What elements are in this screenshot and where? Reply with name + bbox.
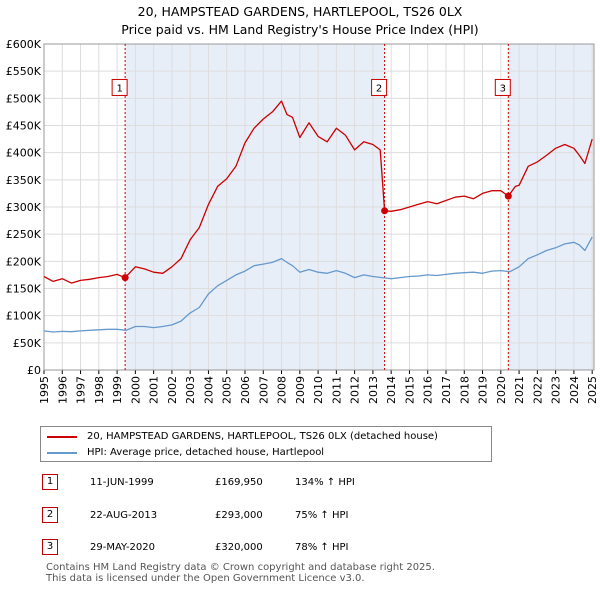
- x-tick-label: 2021: [513, 376, 526, 404]
- x-tick-label: 2016: [422, 376, 435, 404]
- x-tick-label: 1996: [56, 376, 69, 404]
- y-tick-label: £150K: [6, 283, 42, 296]
- sale-number-badge: 1: [42, 474, 58, 490]
- x-tick-label: 2020: [495, 376, 508, 404]
- x-tick-label: 2003: [184, 376, 197, 404]
- sale-date: 29-MAY-2020: [90, 542, 156, 553]
- x-tick-label: 2002: [166, 376, 179, 404]
- x-tick-label: 1997: [75, 376, 88, 404]
- sale-point: [121, 274, 129, 282]
- x-tick-label: 2023: [550, 376, 563, 404]
- x-tick-label: 2024: [568, 376, 581, 404]
- x-tick-label: 2022: [531, 376, 544, 404]
- y-tick-label: £0: [27, 364, 41, 377]
- x-tick-label: 2010: [312, 376, 325, 404]
- footer-copyright: Contains HM Land Registry data © Crown c…: [46, 562, 435, 573]
- y-tick-label: £550K: [6, 65, 42, 78]
- y-tick-label: £50K: [13, 337, 42, 350]
- x-tick-label: 1999: [111, 376, 124, 404]
- chart-title: 20, HAMPSTEAD GARDENS, HARTLEPOOL, TS26 …: [137, 4, 463, 19]
- sale-marker-box: [371, 78, 388, 96]
- hpi-line: [43, 236, 593, 333]
- sale-hpi-change: 75% ↑ HPI: [295, 510, 349, 521]
- sale-price: £169,950: [215, 477, 263, 488]
- x-tick-label: 2019: [477, 376, 490, 404]
- y-tick-label: £400K: [6, 147, 42, 160]
- x-tick-label: 2009: [294, 376, 307, 404]
- sale-date: 11-JUN-1999: [90, 477, 154, 488]
- sale-hpi-change: 78% ↑ HPI: [295, 542, 349, 553]
- sale-marker-box: [494, 78, 511, 96]
- y-tick-label: £100K: [6, 310, 42, 323]
- x-tick-label: 1998: [93, 376, 106, 404]
- property-price-line: [43, 100, 593, 284]
- x-tick-label: 2000: [129, 376, 142, 404]
- y-tick-label: £300K: [6, 201, 42, 214]
- footer-license: This data is licensed under the Open Gov…: [46, 573, 365, 584]
- chart-legend: 20, HAMPSTEAD GARDENS, HARTLEPOOL, TS26 …: [40, 426, 492, 462]
- x-tick-label: 2011: [330, 376, 343, 404]
- sale-number-badge: 2: [42, 507, 58, 523]
- sale-number-badge: 3: [42, 539, 58, 555]
- x-tick-label: 2025: [586, 376, 599, 404]
- x-tick-label: 2007: [257, 376, 270, 404]
- sale-marker-box: [111, 78, 128, 96]
- sale-point: [504, 192, 512, 200]
- x-tick-label: 2006: [239, 376, 252, 404]
- sale-price: £320,000: [215, 542, 263, 553]
- sale-date: 22-AUG-2013: [90, 510, 158, 521]
- x-tick-label: 2018: [458, 376, 471, 404]
- y-tick-label: £600K: [6, 38, 42, 51]
- sale-hpi-change: 134% ↑ HPI: [295, 477, 355, 488]
- x-tick-label: 2004: [202, 376, 215, 404]
- sale-marker-label: 2: [376, 83, 382, 94]
- y-tick-label: £250K: [6, 228, 42, 241]
- legend-swatch-hpi: [47, 452, 77, 454]
- sale-price: £293,000: [215, 510, 263, 521]
- legend-label-property: 20, HAMPSTEAD GARDENS, HARTLEPOOL, TS26 …: [87, 431, 438, 442]
- y-tick-label: £200K: [6, 255, 42, 268]
- price-chart: £0 £50K £100K £150K £200K £250K £300K £350K £400…: [6, 38, 599, 404]
- sale-marker-label: 1: [116, 83, 122, 94]
- sale-marker-label: 3: [500, 83, 506, 94]
- x-tick-label: 2005: [221, 376, 234, 404]
- x-tick-label: 2013: [367, 376, 380, 404]
- x-tick-label: 1995: [38, 376, 51, 404]
- legend-label-hpi: HPI: Average price, detached house, Hart…: [87, 447, 325, 458]
- y-tick-label: £350K: [6, 174, 42, 187]
- x-tick-label: 2012: [349, 376, 362, 404]
- plot-frame: [43, 43, 595, 371]
- x-tick-label: 2014: [385, 376, 398, 404]
- x-tick-label: 2001: [148, 376, 161, 404]
- chart-subtitle: Price paid vs. HM Land Registry's House …: [121, 22, 479, 37]
- footer-attribution: Contains HM Land Registry data © Crown c…: [46, 562, 435, 584]
- y-tick-label: £500K: [6, 92, 42, 105]
- x-tick-label: 2015: [403, 376, 416, 404]
- x-tick-label: 2017: [440, 376, 453, 404]
- legend-swatch-property: [47, 436, 77, 438]
- y-tick-label: £450K: [6, 120, 42, 133]
- x-tick-label: 2008: [276, 376, 289, 404]
- sale-point: [381, 207, 389, 215]
